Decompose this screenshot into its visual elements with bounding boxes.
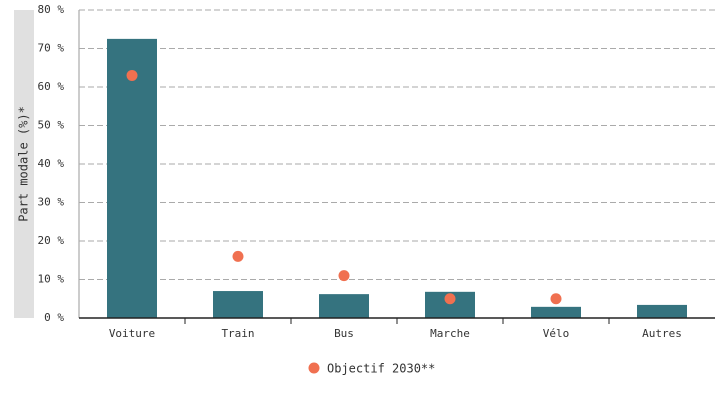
bar xyxy=(213,291,263,318)
y-tick-label: 40 % xyxy=(38,157,65,170)
target-dot xyxy=(550,293,562,305)
bar xyxy=(637,304,687,318)
target-dot xyxy=(444,293,456,305)
x-tick-label: Marche xyxy=(430,327,470,340)
y-axis-label: Part modale (%)* xyxy=(17,106,31,222)
x-tick-label: Autres xyxy=(642,327,682,340)
bar xyxy=(107,38,157,318)
legend-label: Objectif 2030** xyxy=(327,362,435,376)
legend-marker xyxy=(308,362,320,374)
y-tick-label: 10 % xyxy=(38,273,65,286)
y-tick-label: 70 % xyxy=(38,42,65,55)
target-dot xyxy=(338,270,350,282)
y-tick-label: 60 % xyxy=(38,80,65,93)
y-tick-label: 30 % xyxy=(38,196,65,209)
y-tick-label: 20 % xyxy=(38,234,65,247)
bar xyxy=(319,294,369,318)
target-dot xyxy=(232,250,244,262)
x-tick-label: Train xyxy=(221,327,254,340)
bar xyxy=(531,306,581,318)
y-label-band xyxy=(14,10,34,318)
y-tick-label: 0 % xyxy=(44,311,64,324)
target-dot xyxy=(126,69,138,81)
x-tick-label: Vélo xyxy=(543,327,570,340)
x-tick-label: Bus xyxy=(334,327,354,340)
y-tick-label: 50 % xyxy=(38,119,65,132)
y-tick-label: 80 % xyxy=(38,3,65,16)
x-tick-label: Voiture xyxy=(109,327,155,340)
